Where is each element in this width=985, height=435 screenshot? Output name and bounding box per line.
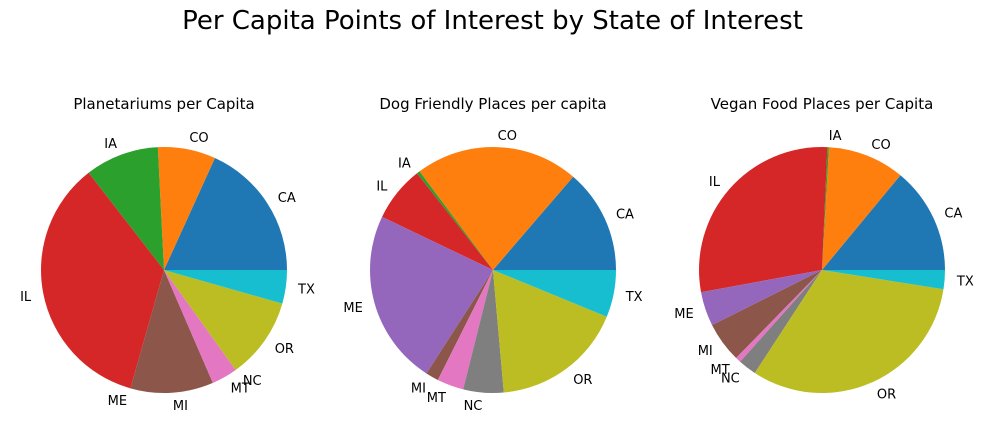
slice-label-mi: MI: [698, 344, 713, 359]
slice-label-ca: CA: [278, 191, 296, 206]
pie-slice-me: [701, 270, 822, 326]
slice-label-ca: CA: [616, 208, 634, 223]
subplot-title: Planetariums per Capita: [73, 95, 254, 113]
slice-label-or: OR: [877, 388, 896, 403]
slice-label-il: IL: [709, 175, 721, 190]
subplot-title: Dog Friendly Places per capita: [379, 95, 606, 113]
slice-label-tx: TX: [956, 275, 974, 290]
slice-label-mi: MI: [173, 399, 188, 414]
pie-slice-tx: [822, 270, 945, 290]
pie-slice-ca: [493, 176, 616, 270]
pie-slice-ia: [822, 147, 829, 270]
slice-label-me: ME: [108, 394, 127, 409]
slice-label-ia: IA: [398, 157, 411, 172]
pie-slice-il: [40, 172, 164, 389]
pie-slice-or: [493, 270, 607, 393]
pie-slice-tx: [164, 270, 287, 304]
pie-chart-3: Vegan Food Places per Capita CA CO IA IL ME MI…: [674, 95, 974, 403]
slice-label-co: CO: [189, 131, 208, 146]
pie-slice-mi: [130, 270, 213, 393]
pie-slice-mt: [736, 270, 822, 362]
pie-slice-ia: [88, 147, 164, 270]
slice-label-mi: MI: [411, 382, 426, 397]
pie-slice-mt: [164, 270, 236, 383]
pie-slice-co: [419, 146, 574, 270]
slice-label-nc: NC: [243, 374, 262, 389]
pie-slice-or: [164, 270, 283, 370]
slice-label-il: IL: [376, 179, 388, 194]
slice-label-il: IL: [20, 290, 32, 305]
slice-label-nc: NC: [464, 399, 483, 414]
pie-slice-nc: [463, 270, 504, 393]
pie-slice-co: [157, 147, 215, 270]
slice-label-mt: MT: [427, 391, 446, 406]
slice-label-ia: IA: [104, 137, 117, 152]
pie-slice-ca: [164, 158, 287, 270]
subplot-title: Vegan Food Places per Capita: [711, 95, 934, 113]
pie-slice-mt: [437, 270, 493, 390]
slice-label-me: ME: [674, 307, 693, 322]
pie-slice-co: [822, 147, 901, 270]
pie-slice-me: [369, 216, 493, 374]
slice-label-tx: TX: [297, 283, 315, 298]
slice-label-tx: TX: [625, 290, 643, 305]
slice-label-me: ME: [343, 301, 362, 316]
pie-slice-il: [699, 147, 828, 293]
figure-title: Per Capita Points of Interest by State o…: [182, 6, 803, 36]
pie-slice-il: [382, 173, 493, 270]
pie-slice-tx: [493, 270, 616, 317]
slice-label-co: CO: [498, 129, 517, 144]
slice-label-co: CO: [871, 138, 890, 153]
pie-slice-ca: [822, 175, 945, 270]
pie-slice-ia: [417, 171, 493, 270]
slice-label-nc: NC: [721, 371, 740, 386]
slice-label-or: OR: [275, 342, 294, 357]
pie-slice-or: [754, 270, 944, 394]
slice-label-mt: MT: [711, 363, 730, 378]
slice-label-ca: CA: [944, 206, 962, 221]
pie-slice-nc: [740, 270, 822, 374]
pie-slice-mi: [426, 270, 493, 380]
slice-label-or: OR: [573, 373, 592, 388]
slice-label-mt: MT: [231, 382, 250, 397]
pie-slice-mi: [712, 270, 822, 359]
pie-chart-2: Dog Friendly Places per capita CA CO IA IL ME…: [343, 95, 642, 414]
slice-label-ia: IA: [829, 129, 842, 144]
